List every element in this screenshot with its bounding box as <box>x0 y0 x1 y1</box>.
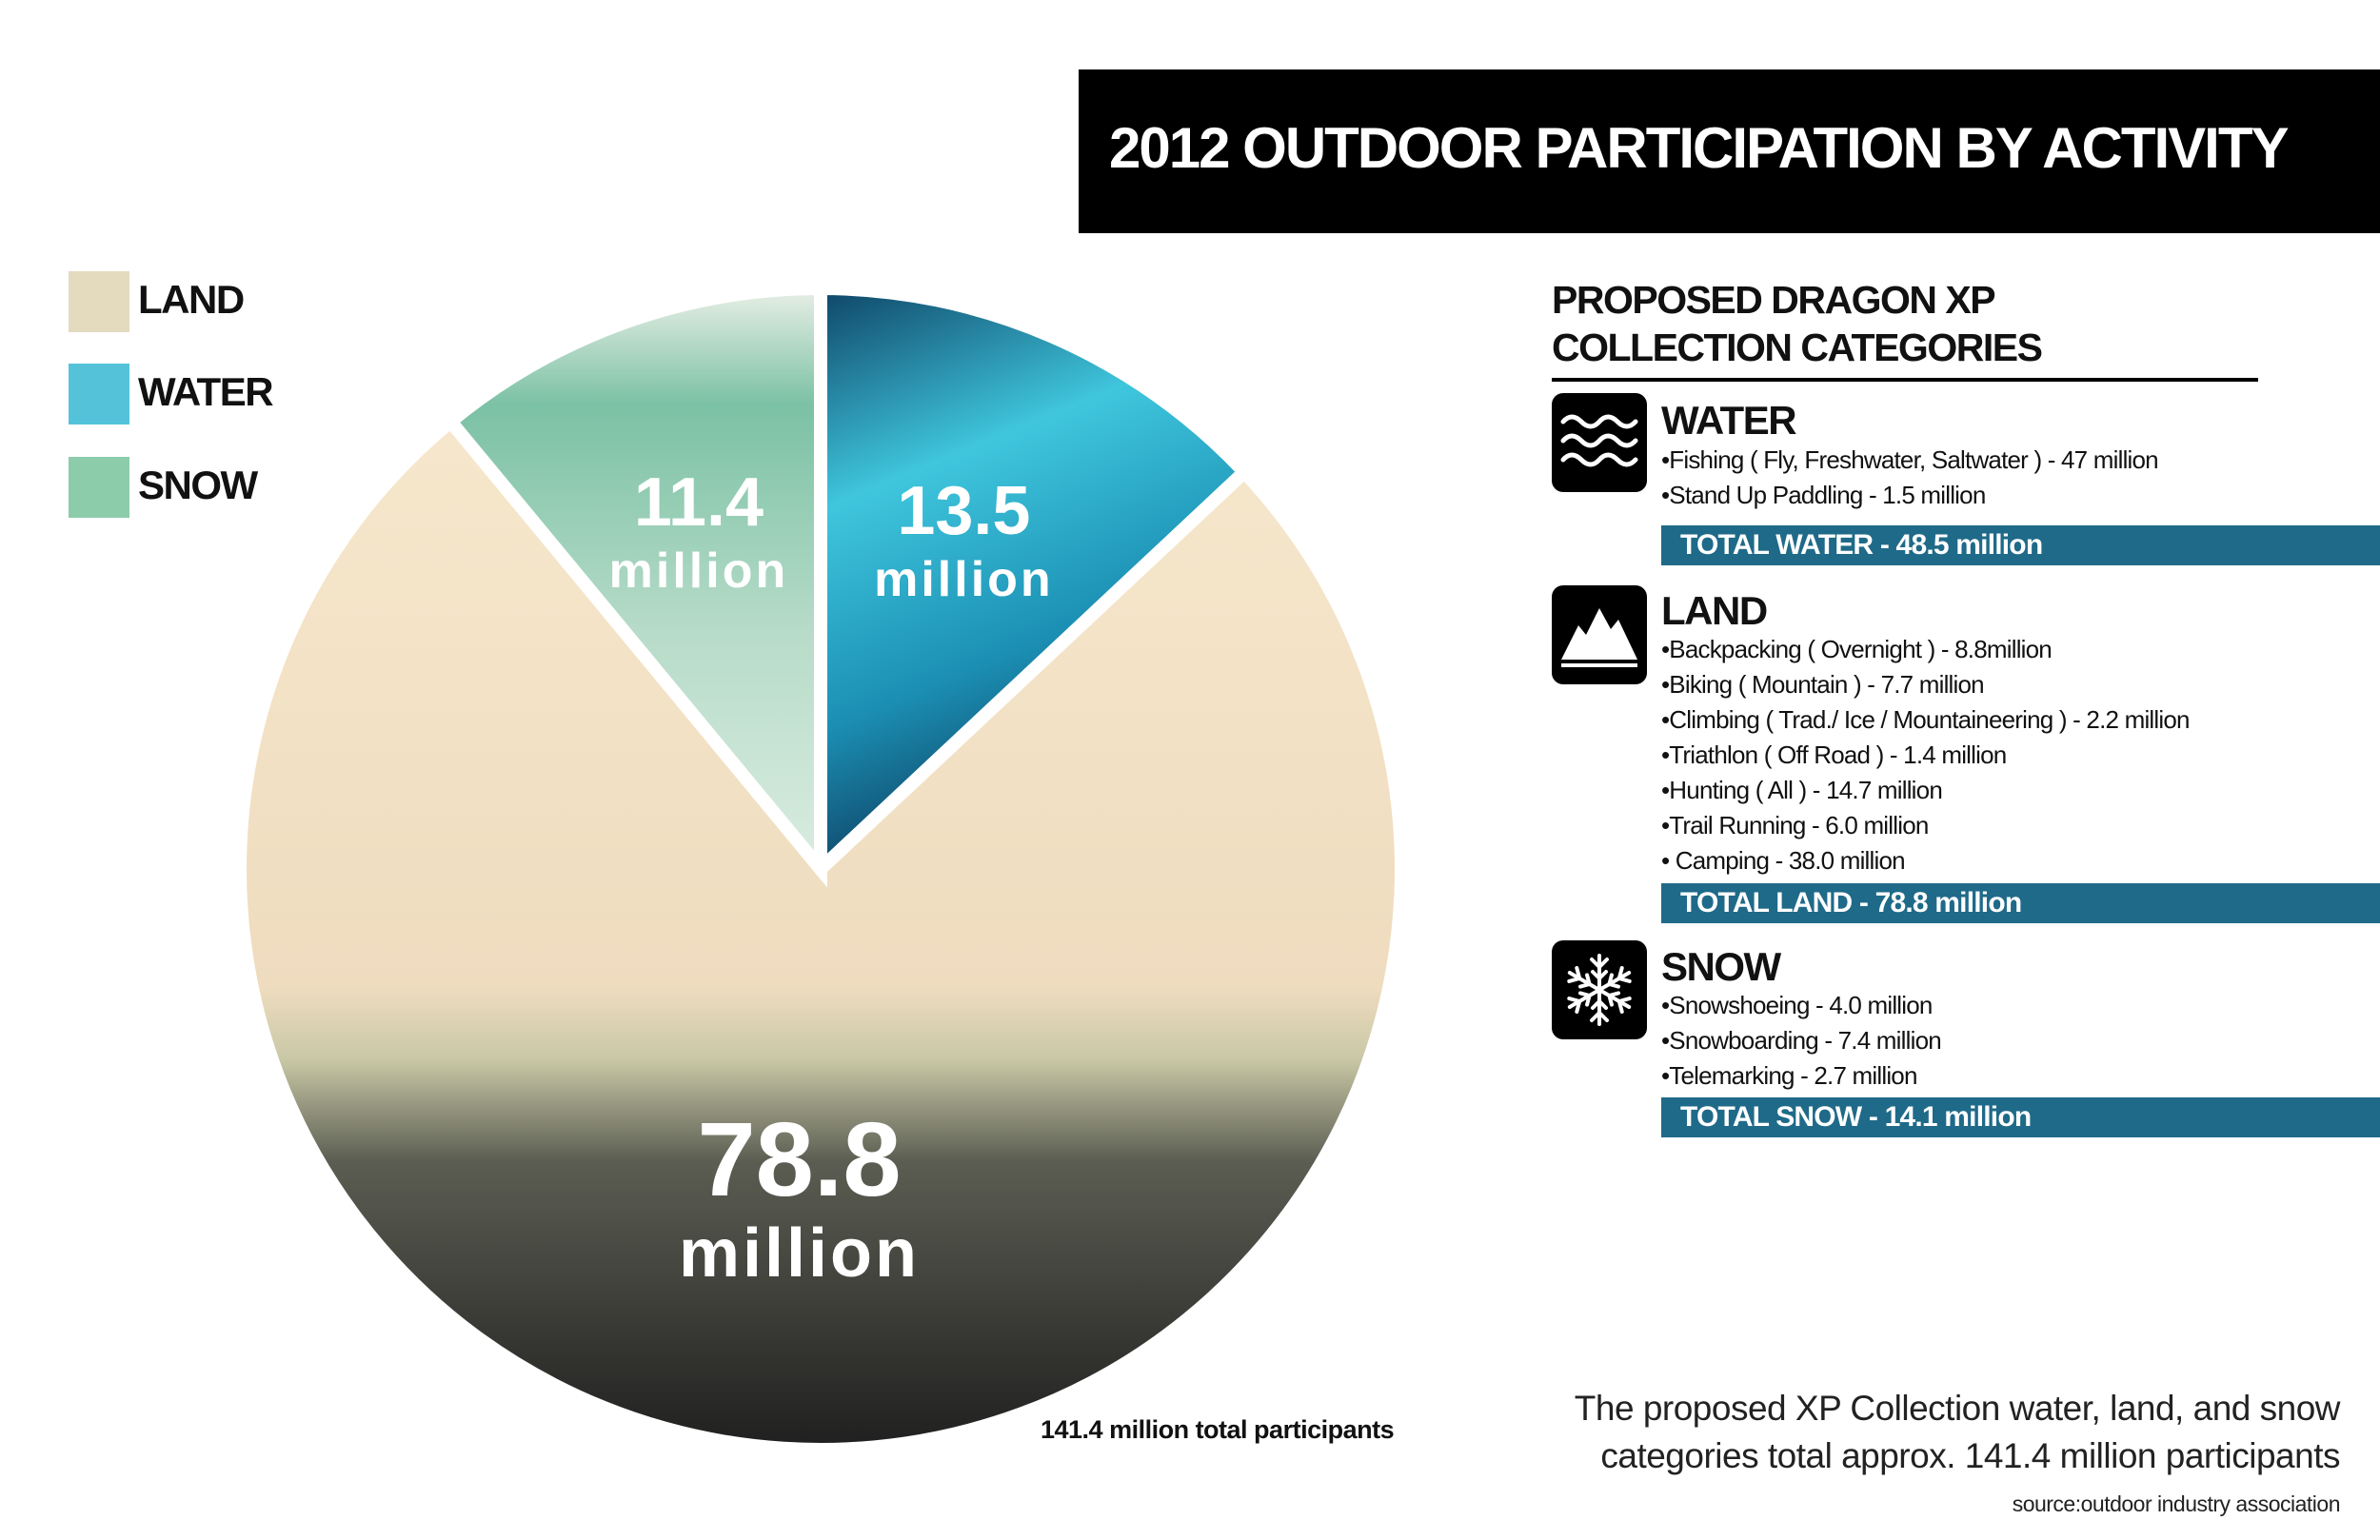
slice-label-snow-value: 11.4 <box>634 464 764 541</box>
category-name-water: WATER <box>1661 398 1797 443</box>
category-list-snow: •Snowshoeing - 4.0 million •Snowboarding… <box>1661 988 1942 1094</box>
legend-swatch-snow <box>69 457 129 518</box>
category-name-land: LAND <box>1661 588 1768 633</box>
legend-label-snow: SNOW <box>138 463 258 507</box>
category-list-water: •Fishing ( Fly, Freshwater, Saltwater ) … <box>1661 443 2159 513</box>
title-bar: 2012 OUTDOOR PARTICIPATION BY ACTIVITY <box>1079 69 2380 233</box>
slice-label-water-unit: million <box>874 552 1054 607</box>
list-item: •Stand Up Paddling - 1.5 million <box>1661 481 1986 509</box>
total-land-label: TOTAL LAND - 78.8 million <box>1680 887 2022 918</box>
snowflake-icon <box>1552 940 1647 1039</box>
footnote-line1: The proposed XP Collection water, land, … <box>1574 1389 2341 1428</box>
list-item: • Camping - 38.0 million <box>1661 846 1906 875</box>
list-item: •Snowshoeing - 4.0 million <box>1661 991 1933 1019</box>
slice-label-water-value: 13.5 <box>897 473 1030 549</box>
pie-slices <box>233 281 1408 1456</box>
category-name-snow: SNOW <box>1661 944 1781 989</box>
list-item: •Climbing ( Trad./ Ice / Mountaineering … <box>1661 705 2190 734</box>
source-note: source:outdoor industry association <box>2012 1491 2341 1516</box>
list-item: •Telemarking - 2.7 million <box>1661 1061 1917 1090</box>
footnote-line2: categories total approx. 141.4 million p… <box>1600 1436 2340 1475</box>
legend-label-water: WATER <box>138 369 274 414</box>
slice-snow <box>441 281 827 888</box>
slice-label-snow-unit: million <box>609 543 789 599</box>
slice-land <box>233 411 1408 1456</box>
waves-icon <box>1552 393 1647 492</box>
legend-swatch-water <box>69 364 129 424</box>
list-item: •Snowboarding - 7.4 million <box>1661 1026 1942 1055</box>
page-title: 2012 OUTDOOR PARTICIPATION BY ACTIVITY <box>1109 116 2289 180</box>
total-water-bar: TOTAL WATER - 48.5 million <box>1661 525 2380 565</box>
slice-label-land-value: 78.8 <box>697 1101 901 1218</box>
heading-divider <box>1552 378 2258 382</box>
total-snow-bar: TOTAL SNOW - 14.1 million <box>1661 1097 2380 1137</box>
total-water-label: TOTAL WATER - 48.5 million <box>1680 529 2043 561</box>
categories-heading-line1: PROPOSED DRAGON XP <box>1552 278 1996 322</box>
categories-heading-line2: COLLECTION CATEGORIES <box>1552 326 2043 369</box>
total-snow-label: TOTAL SNOW - 14.1 million <box>1680 1101 2032 1133</box>
mountains-icon <box>1552 585 1647 684</box>
slice-label-land-unit: million <box>679 1215 920 1292</box>
list-item: •Hunting ( All ) - 14.7 million <box>1661 776 1943 804</box>
list-item: •Triathlon ( Off Road ) - 1.4 million <box>1661 740 2007 769</box>
list-item: •Biking ( Mountain ) - 7.7 million <box>1661 670 1985 699</box>
slice-label-land: 78.8million <box>679 1101 920 1292</box>
slice-water <box>814 281 1255 885</box>
category-list-land: •Backpacking ( Overnight ) - 8.8million … <box>1661 632 2190 879</box>
categories-heading: PROPOSED DRAGON XP COLLECTION CATEGORIES <box>1552 276 2043 371</box>
list-item: •Trail Running - 6.0 million <box>1661 811 1929 839</box>
total-land-bar: TOTAL LAND - 78.8 million <box>1661 883 2380 923</box>
total-participants-note: 141.4 million total participants <box>1041 1415 1395 1444</box>
footnote: The proposed XP Collection water, land, … <box>1388 1385 2341 1480</box>
list-item: •Fishing ( Fly, Freshwater, Saltwater ) … <box>1661 445 2159 474</box>
list-item: •Backpacking ( Overnight ) - 8.8million <box>1661 635 2053 663</box>
legend-label-land: LAND <box>138 277 245 322</box>
legend-swatch-land <box>69 271 129 332</box>
